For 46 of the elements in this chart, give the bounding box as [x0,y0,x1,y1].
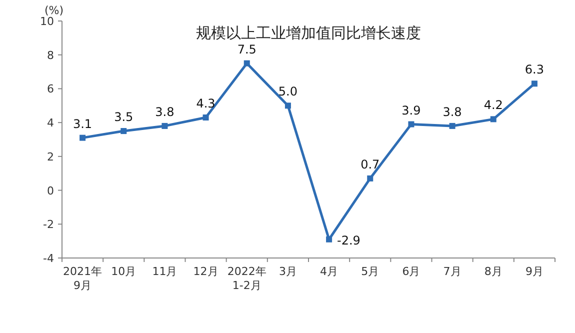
x-tick-label: 12月 [193,265,218,278]
point [449,122,456,129]
text: 4.3 [196,96,216,110]
point [531,80,538,87]
point [490,116,496,122]
point [367,175,374,182]
y-axis-title: (%) [44,4,64,17]
text: 4.2 [484,98,503,112]
x-tick-label: 9月 [525,265,544,278]
text: 0.7 [360,157,380,172]
x-tick-label: 6月 [402,265,420,278]
point [202,114,209,120]
chart-title: 规模以上工业增加值同比增长速度 [196,24,421,42]
y-tick-label: 2 [47,150,54,164]
point [284,102,291,109]
y-tick-label: 10 [40,15,54,28]
text: 7.5 [237,42,256,56]
point [120,128,127,134]
x-tick-label: 10月 [111,265,136,278]
point [326,236,332,242]
x-tick-label: 2021年 9月 [63,265,102,292]
y-tick-label: -2 [43,218,54,232]
y-tick-label: 6 [47,82,54,96]
y-tick-label: 0 [47,184,54,198]
x-tick-label: 4月 [320,265,338,278]
point [244,60,250,66]
text: -2.9 [337,233,360,248]
x-tick-label: 3月 [278,265,297,278]
y-tick-label: 8 [47,48,54,62]
text: 3.5 [114,110,134,124]
text: 5.0 [278,84,298,99]
y-tick-label: 4 [47,116,54,130]
text: 3.9 [402,103,421,118]
point [80,134,86,141]
x-tick-label: 11月 [152,265,178,278]
text: 6.3 [524,62,544,77]
text: 3.8 [155,104,174,119]
x-tick-label: 7月 [443,265,462,278]
x-tick-label: 2022年 1-2月 [227,265,266,292]
text: 3.1 [72,116,92,131]
text: 3.8 [442,104,462,119]
point [162,122,168,129]
y-tick-label: -4 [43,252,54,265]
point [408,121,414,128]
x-tick-label: 5月 [361,265,380,278]
x-tick-label: 8月 [484,265,502,278]
